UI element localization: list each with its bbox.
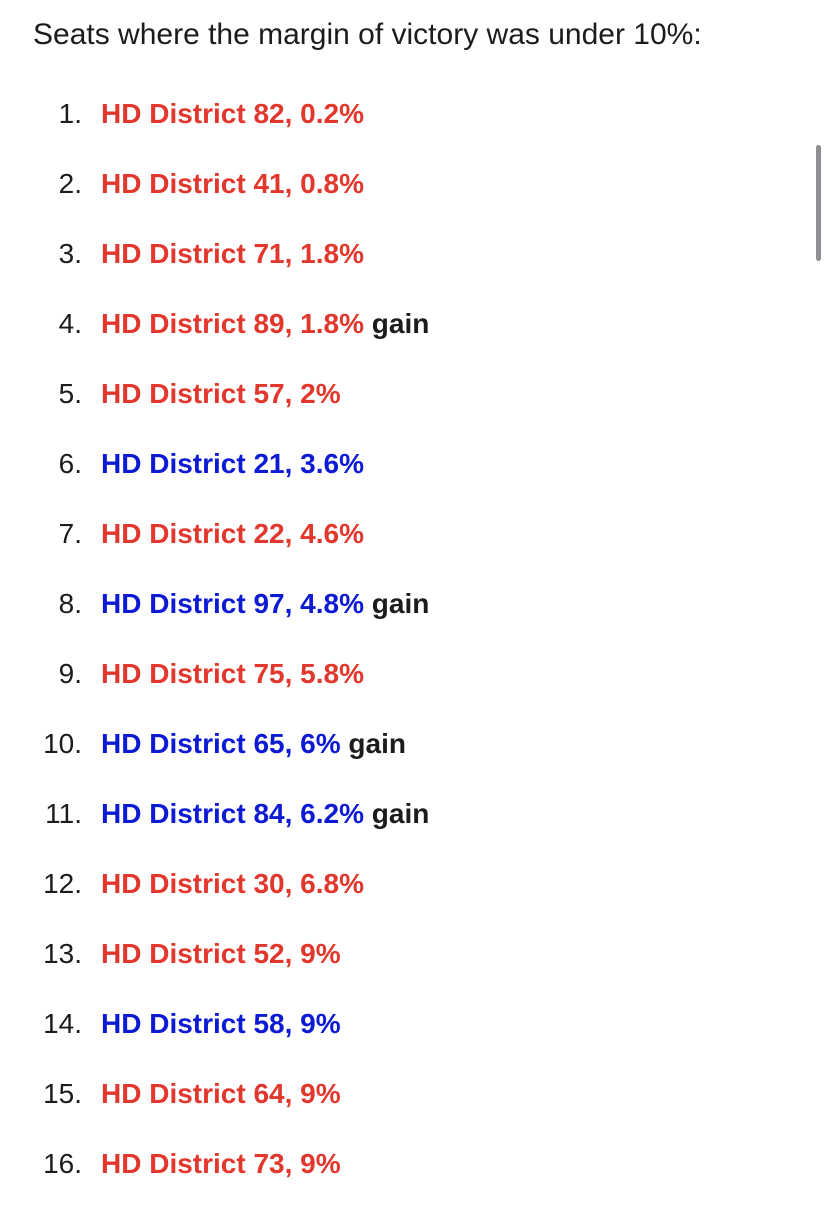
list-item: 4. HD District 89, 1.8% gain: [0, 304, 800, 374]
list-item: 3. HD District 71, 1.8%: [0, 234, 800, 304]
district-label: HD District 82, 0.2%: [101, 98, 364, 129]
item-body: HD District 64, 9%: [101, 1078, 341, 1110]
district-label: HD District 22, 4.6%: [101, 518, 364, 549]
gain-note: gain: [371, 308, 430, 339]
item-number: 11.: [45, 798, 82, 829]
heading: Seats where the margin of victory was un…: [33, 18, 702, 51]
item-body: HD District 75, 5.8%: [101, 658, 364, 690]
item-number: 7.: [58, 518, 82, 549]
item-body: HD District 30, 6.8%: [101, 868, 364, 900]
district-label: HD District 75, 5.8%: [101, 658, 364, 689]
list-item: 16. HD District 73, 9%: [0, 1144, 800, 1214]
district-label: HD District 21, 3.6%: [101, 448, 364, 479]
item-body: HD District 21, 3.6%: [101, 448, 364, 480]
district-label: HD District 84, 6.2%: [101, 798, 364, 829]
item-body: HD District 84, 6.2% gain: [101, 798, 429, 830]
list-item: 14. HD District 58, 9%: [0, 1004, 800, 1074]
list-item: 10. HD District 65, 6% gain: [0, 724, 800, 794]
district-label: HD District 41, 0.8%: [101, 168, 364, 199]
list-item: 5. HD District 57, 2%: [0, 374, 800, 444]
district-label: HD District 73, 9%: [101, 1148, 341, 1179]
item-number: 10.: [43, 728, 82, 759]
item-number: 1.: [58, 98, 82, 129]
item-body: HD District 71, 1.8%: [101, 238, 364, 270]
item-number: 15.: [43, 1078, 82, 1109]
district-label: HD District 97, 4.8%: [101, 588, 364, 619]
list-item: 13. HD District 52, 9%: [0, 934, 800, 1004]
item-body: HD District 58, 9%: [101, 1008, 341, 1040]
list-item: 2. HD District 41, 0.8%: [0, 164, 800, 234]
gain-note: gain: [371, 588, 430, 619]
item-body: HD District 82, 0.2%: [101, 98, 364, 130]
item-number: 2.: [58, 168, 82, 199]
item-body: HD District 65, 6% gain: [101, 728, 406, 760]
district-label: HD District 65, 6%: [101, 728, 341, 759]
item-body: HD District 57, 2%: [101, 378, 341, 410]
item-body: HD District 22, 4.6%: [101, 518, 364, 550]
list: 1. HD District 82, 0.2% 2. HD District 41, …: [0, 94, 800, 1214]
list-item: 7. HD District 22, 4.6%: [0, 514, 800, 584]
gain-note: gain: [348, 728, 406, 759]
item-body: HD District 73, 9%: [101, 1148, 341, 1180]
item-number: 3.: [58, 238, 82, 269]
item-body: HD District 41, 0.8%: [101, 168, 364, 200]
item-number: 14.: [43, 1008, 82, 1039]
item-number: 13.: [43, 938, 82, 969]
item-number: 12.: [43, 868, 82, 899]
item-body: HD District 52, 9%: [101, 938, 341, 970]
item-number: 16.: [43, 1148, 82, 1179]
item-number: 5.: [58, 378, 82, 409]
item-body: HD District 97, 4.8% gain: [101, 588, 429, 620]
district-label: HD District 71, 1.8%: [101, 238, 364, 269]
list-item: 8. HD District 97, 4.8% gain: [0, 584, 800, 654]
district-label: HD District 89, 1.8%: [101, 308, 364, 339]
item-number: 8.: [58, 588, 82, 619]
item-number: 9.: [58, 658, 82, 689]
district-label: HD District 57, 2%: [101, 378, 341, 409]
list-item: 15. HD District 64, 9%: [0, 1074, 800, 1144]
district-label: HD District 64, 9%: [101, 1078, 341, 1109]
gain-note: gain: [371, 798, 430, 829]
list-item: 12. HD District 30, 6.8%: [0, 864, 800, 934]
list-item: 1. HD District 82, 0.2%: [0, 94, 800, 164]
list-item: 11. HD District 84, 6.2% gain: [0, 794, 800, 864]
list-item: 9. HD District 75, 5.8%: [0, 654, 800, 724]
item-number: 4.: [58, 308, 82, 339]
district-label: HD District 58, 9%: [101, 1008, 341, 1039]
scrollbar: [816, 145, 821, 261]
list-item: 6. HD District 21, 3.6%: [0, 444, 800, 514]
item-number: 6.: [58, 448, 82, 479]
item-body: HD District 89, 1.8% gain: [101, 308, 429, 340]
district-label: HD District 30, 6.8%: [101, 868, 364, 899]
district-label: HD District 52, 9%: [101, 938, 341, 969]
